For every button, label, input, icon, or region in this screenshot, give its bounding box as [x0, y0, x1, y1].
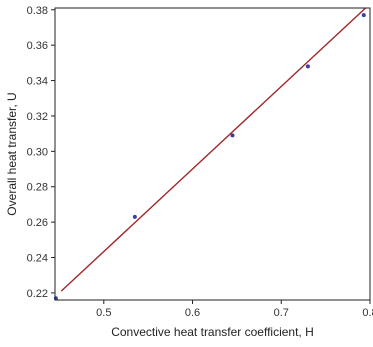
x-tick-label: 0.6 [185, 307, 200, 319]
y-tick-label: 0.30 [27, 146, 48, 158]
y-tick-label: 0.38 [27, 5, 48, 17]
y-axis-ticks: 0.22 0.24 0.26 0.28 0.30 0.32 0.34 0.36 0.38 [27, 5, 55, 300]
y-axis-title: Overall heat transfer, U [5, 92, 19, 215]
x-tick-label: 0.5 [96, 307, 111, 319]
y-tick-label: 0.24 [27, 253, 48, 265]
x-axis-title: Convective heat transfer coefficient, H [111, 325, 314, 339]
y-tick-label: 0.26 [27, 217, 48, 229]
y-tick-label: 0.22 [27, 288, 48, 300]
data-point [230, 133, 235, 138]
y-tick-label: 0.32 [27, 111, 48, 123]
data-point [305, 64, 310, 69]
plot-frame [54, 7, 371, 301]
data-point [132, 214, 137, 219]
y-tick-label: 0.34 [27, 76, 48, 88]
fit-line [60, 7, 367, 292]
fit-line-layer [60, 7, 367, 292]
y-tick-label: 0.36 [27, 40, 48, 52]
x-axis-ticks: 0.5 0.6 0.7 0.8 [96, 300, 373, 319]
x-tick-label: 0.8 [362, 307, 373, 319]
x-tick-label: 0.7 [274, 307, 289, 319]
data-point [361, 13, 366, 18]
y-tick-label: 0.28 [27, 182, 48, 194]
scatter-points [53, 13, 366, 301]
